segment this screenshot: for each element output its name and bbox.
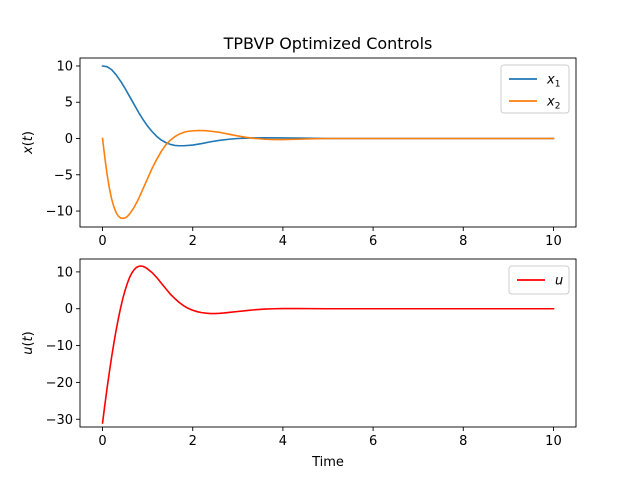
y-tick-label: 10 <box>56 265 73 280</box>
x-tick-label: 8 <box>459 234 467 249</box>
axes-frame <box>79 258 577 428</box>
y-tick-label: −10 <box>46 339 73 354</box>
plot-area <box>101 265 555 424</box>
chart-title: TPBVP Optimized Controls <box>223 34 433 53</box>
plot-area <box>101 65 555 220</box>
y-tick-label: −30 <box>46 413 73 428</box>
x-tick-label: 2 <box>189 434 197 449</box>
x-tick-label: 6 <box>369 434 377 449</box>
bottom-panel: 0 2 4 6 8 10 10 0 −10 −20 −30 u(t) Time u <box>21 258 577 470</box>
x-tick-label: 8 <box>459 434 467 449</box>
series-line-x2 <box>101 129 555 220</box>
y-axis-label: u(t) <box>21 331 36 355</box>
legend-entry-x2: x2 <box>546 95 560 112</box>
legend-entry-x1: x1 <box>546 73 560 90</box>
series-line-x1 <box>101 65 555 147</box>
series-line-u <box>101 265 555 424</box>
x-tick-label: 0 <box>98 234 106 249</box>
x-axis-label: Time <box>311 455 344 470</box>
x-tick-label: 0 <box>98 434 106 449</box>
x-tick-label: 4 <box>279 234 287 249</box>
y-tick-label: −10 <box>46 205 73 220</box>
x-tick-label: 2 <box>189 234 197 249</box>
axes-frame <box>79 57 577 228</box>
y-axis-label: x(t) <box>21 131 36 155</box>
y-tick-label: −5 <box>54 168 73 183</box>
y-tick-label: −20 <box>46 376 73 391</box>
legend-entry-u: u <box>555 274 563 289</box>
x-tick-label: 6 <box>369 234 377 249</box>
legend: u <box>508 265 570 295</box>
y-tick-label: 10 <box>56 59 73 74</box>
x-tick-label: 10 <box>545 434 562 449</box>
x-tick-label: 4 <box>279 434 287 449</box>
y-tick-label: 0 <box>65 302 73 317</box>
y-tick-label: 5 <box>65 96 73 111</box>
y-tick-label: 0 <box>65 132 73 147</box>
x-tick-label: 10 <box>545 234 562 249</box>
